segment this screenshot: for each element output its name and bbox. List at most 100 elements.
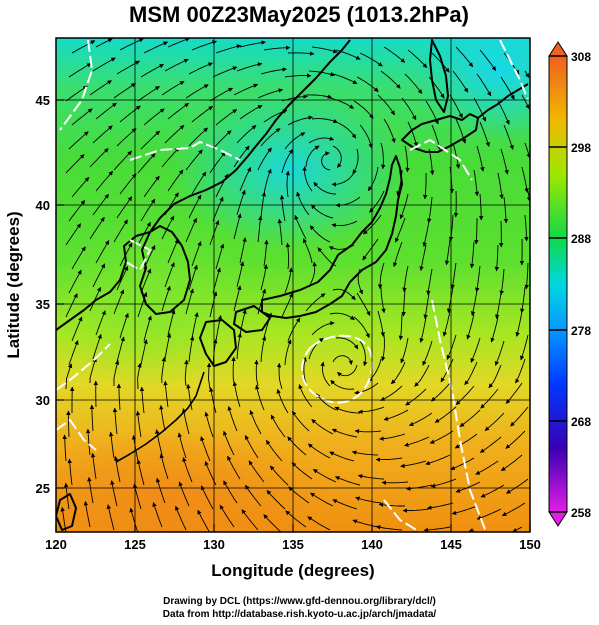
- streamline-198: [68, 269, 82, 294]
- streamline-91: [380, 142, 386, 170]
- streamline-174: [444, 238, 451, 266]
- streamline-223: [185, 288, 194, 315]
- streamline-135: [478, 193, 484, 221]
- streamline-195: [474, 265, 481, 293]
- streamline-395: [451, 505, 478, 516]
- streamline-78: [68, 131, 89, 150]
- streamline-199: [92, 263, 106, 288]
- streamline-305: [232, 381, 241, 408]
- streamline-60: [95, 102, 117, 120]
- streamline-339: [85, 428, 91, 456]
- streamline-362: [159, 453, 169, 480]
- streamline-126: [263, 168, 272, 195]
- streamline-77: [503, 124, 514, 150]
- streamline-240: [119, 312, 129, 339]
- streamline-399: [83, 500, 91, 528]
- streamline-184: [215, 243, 225, 270]
- cold-air-northeast: [410, 38, 530, 140]
- streamline-206: [260, 264, 268, 291]
- streamline-131: [369, 190, 385, 213]
- streamline-401: [129, 507, 139, 532]
- streamline-372: [381, 480, 409, 485]
- streamline-345: [223, 430, 235, 456]
- streamline-268: [308, 337, 324, 360]
- streamline-293: [405, 388, 427, 406]
- streamline-409: [307, 516, 331, 531]
- streamline-384: [200, 485, 214, 510]
- streamline-86: [260, 128, 281, 147]
- streamline-370: [334, 476, 361, 486]
- streamline-103: [185, 149, 203, 171]
- streamline-4: [167, 38, 191, 48]
- streamline-94: [452, 142, 461, 169]
- streamline-6: [215, 44, 242, 54]
- streamline-90: [352, 148, 359, 175]
- streamline-179: [95, 240, 110, 264]
- streamline-367: [269, 465, 289, 486]
- streamline-239: [95, 310, 106, 336]
- streamline-133: [426, 196, 433, 224]
- streamline-138: [68, 200, 86, 222]
- streamline-59: [71, 108, 93, 126]
- streamline-255: [470, 337, 481, 363]
- streamline-153: [422, 220, 430, 247]
- streamline-98: [65, 154, 85, 174]
- streamline-21: [116, 60, 140, 75]
- streamline-273: [414, 364, 430, 387]
- streamline-231: [377, 310, 386, 337]
- streamline-407: [263, 514, 282, 532]
- streamline-136: [503, 196, 509, 224]
- streamlines: [60, 38, 530, 532]
- streamline-12: [359, 52, 383, 67]
- streamline-145: [236, 189, 246, 216]
- streamline-101: [137, 153, 156, 174]
- streamline-178: [71, 246, 86, 270]
- y-tick-30: 30: [36, 393, 50, 408]
- streamline-132: [399, 193, 409, 220]
- streamline-366: [248, 460, 265, 483]
- streamline-73: [407, 121, 418, 147]
- streamline-245: [239, 309, 247, 336]
- streamline-32: [380, 70, 401, 89]
- streamline-100: [113, 150, 133, 171]
- streamline-396: [476, 508, 502, 520]
- streamline-325: [227, 405, 238, 432]
- streamline-106: [257, 147, 272, 171]
- streamline-310: [334, 406, 361, 414]
- streamline-41: [113, 83, 136, 99]
- streamline-337: [505, 430, 526, 449]
- streamline-265: [236, 332, 242, 360]
- streamline-23: [164, 58, 189, 72]
- streamline-71: [359, 124, 373, 149]
- streamline-258: [68, 340, 79, 366]
- streamline-377: [506, 478, 529, 494]
- streamline-171: [362, 238, 379, 261]
- streamline-8: [263, 45, 291, 51]
- streamline-283: [184, 359, 189, 387]
- colorbar-tick-298: 298: [571, 141, 591, 155]
- streamline-331: [354, 429, 382, 434]
- streamline-173: [419, 244, 427, 271]
- streamline-284: [206, 362, 212, 390]
- streamline-165: [233, 213, 242, 240]
- streamline-53: [401, 97, 417, 121]
- streamline-332: [379, 433, 406, 441]
- streamline-84: [212, 130, 232, 150]
- streamline-187: [285, 242, 291, 270]
- streamline-24: [188, 62, 213, 75]
- streamline-280: [113, 360, 120, 386]
- streamline-307: [276, 388, 289, 414]
- streamline-292: [380, 385, 403, 401]
- streamline-26: [236, 62, 263, 72]
- streamline-186: [263, 239, 269, 267]
- streamline-127: [285, 170, 290, 198]
- streamline-311: [358, 406, 385, 415]
- streamline-257: [519, 334, 529, 361]
- streamline-143: [188, 194, 202, 219]
- streamline-400: [106, 504, 115, 531]
- streamline-285: [231, 356, 236, 384]
- streamline-176: [494, 244, 500, 272]
- streamline-3: [143, 41, 169, 54]
- x-tick-125: 125: [124, 537, 146, 552]
- streamline-380: [110, 480, 118, 507]
